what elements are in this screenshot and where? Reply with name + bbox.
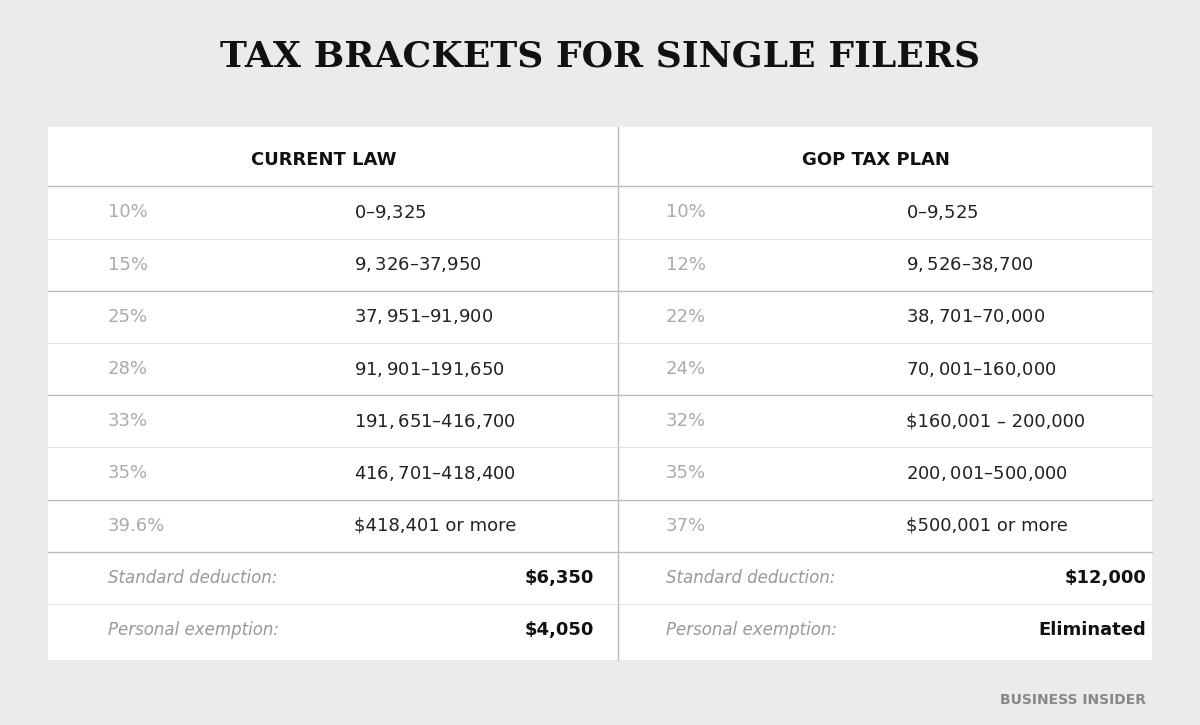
Text: 33%: 33%: [108, 413, 148, 430]
Text: TAX BRACKETS FOR SINGLE FILERS: TAX BRACKETS FOR SINGLE FILERS: [220, 40, 980, 74]
Text: $0 – $9,525: $0 – $9,525: [906, 203, 978, 222]
Text: $0 – $9,325: $0 – $9,325: [354, 203, 426, 222]
Text: 28%: 28%: [108, 360, 148, 378]
Text: $6,350: $6,350: [524, 569, 594, 587]
Text: Standard deduction:: Standard deduction:: [108, 569, 277, 587]
Text: Standard deduction:: Standard deduction:: [666, 569, 835, 587]
Text: 12%: 12%: [666, 256, 706, 273]
Text: $91,901 – $191,650: $91,901 – $191,650: [354, 360, 504, 378]
Text: 35%: 35%: [666, 465, 706, 482]
Text: $38,701 – $70,000: $38,701 – $70,000: [906, 307, 1045, 326]
Text: $416,701 – $418,400: $416,701 – $418,400: [354, 464, 516, 483]
Text: BUSINESS INSIDER: BUSINESS INSIDER: [1000, 693, 1146, 707]
Text: $4,050: $4,050: [524, 621, 594, 639]
Text: 32%: 32%: [666, 413, 706, 430]
Text: 35%: 35%: [108, 465, 148, 482]
Text: GOP TAX PLAN: GOP TAX PLAN: [802, 152, 950, 169]
Text: $12,000: $12,000: [1064, 569, 1146, 587]
Text: 22%: 22%: [666, 308, 706, 326]
Text: $200,001 – $500,000: $200,001 – $500,000: [906, 464, 1068, 483]
Text: $9,326 – $37,950: $9,326 – $37,950: [354, 255, 481, 274]
Text: 10%: 10%: [666, 204, 706, 221]
Text: CURRENT LAW: CURRENT LAW: [251, 152, 397, 169]
Text: 37%: 37%: [666, 517, 706, 534]
Text: 15%: 15%: [108, 256, 148, 273]
Text: 24%: 24%: [666, 360, 706, 378]
Text: Eliminated: Eliminated: [1038, 621, 1146, 639]
Text: 39.6%: 39.6%: [108, 517, 166, 534]
Text: Personal exemption:: Personal exemption:: [108, 621, 278, 639]
Text: $418,401 or more: $418,401 or more: [354, 517, 516, 534]
Text: $500,001 or more: $500,001 or more: [906, 517, 1068, 534]
Text: $191,651 – $416,700: $191,651 – $416,700: [354, 412, 516, 431]
Text: 10%: 10%: [108, 204, 148, 221]
Text: $9,526 – $38,700: $9,526 – $38,700: [906, 255, 1033, 274]
Text: Personal exemption:: Personal exemption:: [666, 621, 838, 639]
Text: $37,951 – $91,900: $37,951 – $91,900: [354, 307, 493, 326]
Text: $160,001 – 200,000: $160,001 – 200,000: [906, 413, 1085, 430]
Text: $70,001 – $160,000: $70,001 – $160,000: [906, 360, 1056, 378]
FancyBboxPatch shape: [48, 127, 1152, 660]
Text: 25%: 25%: [108, 308, 148, 326]
